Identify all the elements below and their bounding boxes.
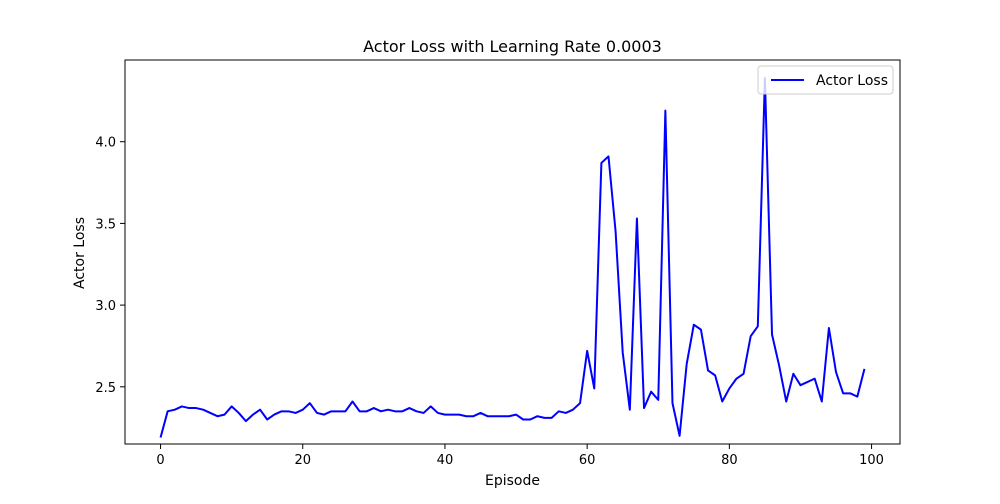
series-line-0 [159, 76, 866, 438]
y-tick-label: 2.5 [95, 381, 116, 396]
legend-box [757, 65, 894, 95]
x-tick-label: 80 [721, 453, 738, 468]
x-axis: 0 20 40 60 80 100 [156, 444, 884, 468]
x-tick-label: 100 [859, 453, 884, 468]
y-tick-label: 3.5 [95, 217, 116, 232]
x-axis-label: Episode [485, 473, 540, 489]
y-axis: 2.5 3.0 3.5 4.0 [95, 136, 125, 396]
x-tick-label: 20 [294, 453, 311, 468]
x-tick-label: 0 [156, 453, 164, 468]
chart-title: Actor Loss with Learning Rate 0.0003 [363, 37, 662, 56]
axes-frame [124, 59, 901, 445]
x-tick-label: 60 [579, 453, 596, 468]
plot-area [124, 59, 901, 445]
legend: Actor Loss [757, 65, 894, 95]
y-tick-label: 3.0 [95, 299, 116, 314]
x-tick-label: 40 [437, 453, 454, 468]
legend-label: Actor Loss [816, 73, 888, 89]
y-tick-label: 4.0 [95, 136, 116, 151]
y-axis-label: Actor Loss [72, 217, 88, 289]
